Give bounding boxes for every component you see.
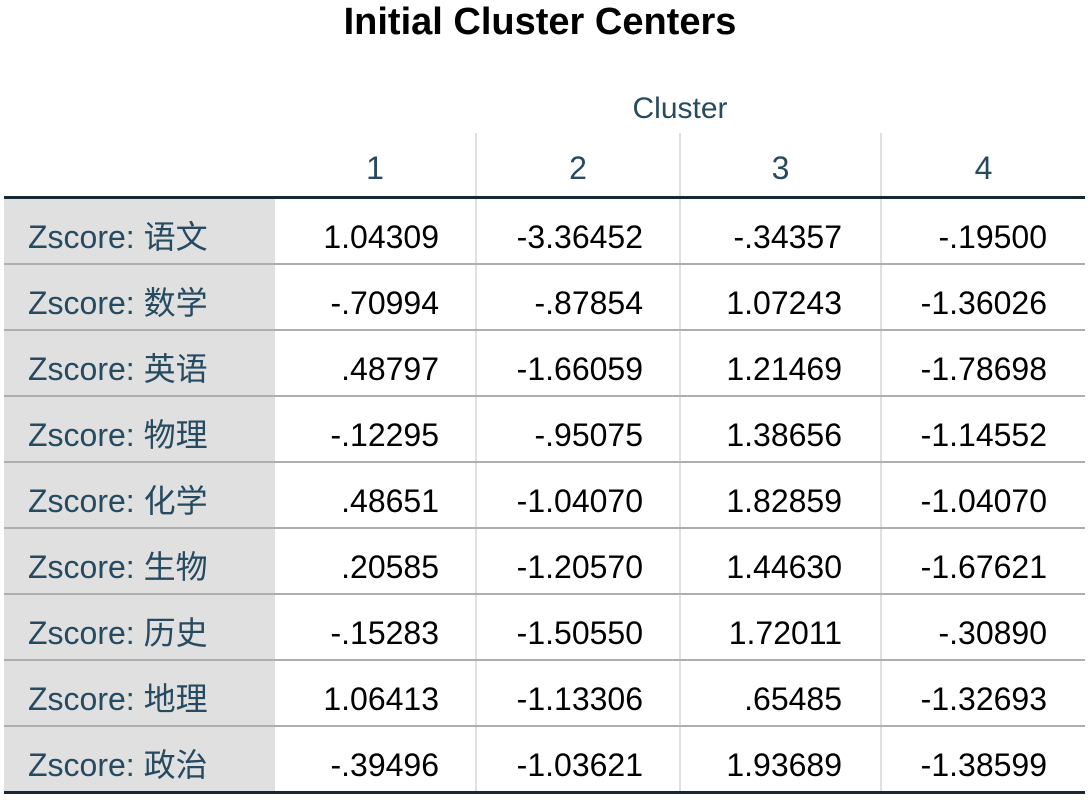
column-separator [475, 463, 477, 527]
column-header-2: 2 [569, 150, 587, 186]
column-separator [475, 397, 477, 461]
column-separator [880, 331, 882, 395]
column-separator [679, 331, 681, 395]
table-row: Zscore: 化学 .48651 -1.04070 1.82859 -1.04070 [4, 463, 1085, 529]
column-separator [679, 595, 681, 659]
value-cell-cluster-3: .65485 [744, 681, 842, 717]
column-separator [475, 727, 477, 791]
row-label: Zscore: 历史 [4, 595, 275, 659]
value-cell-cluster-3: -.34357 [733, 219, 842, 255]
column-separator [679, 199, 681, 263]
row-label: Zscore: 地理 [4, 661, 275, 725]
column-separator [679, 133, 681, 196]
table-title: Initial Cluster Centers [343, 1, 737, 43]
column-separator [679, 727, 681, 791]
column-header-1: 1 [366, 150, 384, 186]
table-row: Zscore: 生物 .20585 -1.20570 1.44630 -1.67621 [4, 529, 1085, 595]
column-separator [880, 595, 882, 659]
value-cell-cluster-3: 1.07243 [726, 285, 842, 321]
table-row: Zscore: 历史 -.15283 -1.50550 1.72011 -.30890 [4, 595, 1085, 661]
value-cell-cluster-2: -1.20570 [516, 549, 643, 585]
table-row: Zscore: 物理 -.12295 -.95075 1.38656 -1.14552 [4, 397, 1085, 463]
column-separator [679, 529, 681, 593]
value-cell-cluster-3: 1.38656 [726, 417, 842, 453]
value-cell-cluster-2: -1.50550 [516, 615, 643, 651]
column-separator [475, 661, 477, 725]
column-separator [475, 265, 477, 329]
header-divider [4, 196, 1085, 199]
value-cell-cluster-4: -.19500 [938, 219, 1047, 255]
table-row: Zscore: 数学 -.70994 -.87854 1.07243 -1.36026 [4, 265, 1085, 331]
row-label: Zscore: 语文 [4, 199, 275, 263]
value-cell-cluster-2: -1.13306 [516, 681, 643, 717]
row-label: Zscore: 物理 [4, 397, 275, 461]
column-separator [475, 595, 477, 659]
table-row: Zscore: 英语 .48797 -1.66059 1.21469 -1.78698 [4, 331, 1085, 397]
row-label: Zscore: 生物 [4, 529, 275, 593]
value-cell-cluster-2: -.87854 [534, 285, 643, 321]
value-cell-cluster-3: 1.44630 [726, 549, 842, 585]
value-cell-cluster-1: -.39496 [330, 747, 439, 783]
value-cell-cluster-4: -1.78698 [920, 351, 1047, 387]
value-cell-cluster-4: -1.38599 [920, 747, 1047, 783]
table-row: Zscore: 地理 1.06413 -1.13306 .65485 -1.32693 [4, 661, 1085, 727]
value-cell-cluster-4: -1.04070 [920, 483, 1047, 519]
column-separator [880, 265, 882, 329]
value-cell-cluster-4: -1.14552 [920, 417, 1047, 453]
column-separator [679, 265, 681, 329]
row-label: Zscore: 数学 [4, 265, 275, 329]
column-header-row: 1 2 3 4 [4, 133, 1085, 196]
value-cell-cluster-3: 1.21469 [726, 351, 842, 387]
value-cell-cluster-1: -.70994 [330, 285, 439, 321]
cluster-column-group-header: Cluster [632, 92, 728, 125]
value-cell-cluster-1: -.15283 [330, 615, 439, 651]
column-separator [475, 133, 477, 196]
row-label: Zscore: 政治 [4, 727, 275, 791]
row-label: Zscore: 英语 [4, 331, 275, 395]
column-separator [880, 529, 882, 593]
column-separator [880, 661, 882, 725]
value-cell-cluster-3: 1.93689 [726, 747, 842, 783]
value-cell-cluster-2: -1.03621 [516, 747, 643, 783]
column-separator [880, 463, 882, 527]
column-header-3: 3 [771, 150, 790, 186]
column-separator [880, 397, 882, 461]
value-cell-cluster-1: -.12295 [330, 417, 439, 453]
value-cell-cluster-4: -.30890 [938, 615, 1047, 651]
value-cell-cluster-3: 1.82859 [726, 483, 842, 519]
table-body: Zscore: 语文 1.04309 -3.36452 -.34357 -.19500 Z… [4, 199, 1085, 794]
value-cell-cluster-4: -1.32693 [920, 681, 1047, 717]
value-cell-cluster-2: -1.04070 [516, 483, 643, 519]
column-separator [679, 463, 681, 527]
value-cell-cluster-1: 1.06413 [323, 681, 439, 717]
value-cell-cluster-1: .20585 [341, 549, 439, 585]
column-separator [679, 661, 681, 725]
value-cell-cluster-2: -1.66059 [516, 351, 643, 387]
value-cell-cluster-4: -1.36026 [920, 285, 1047, 321]
column-separator [880, 133, 882, 196]
value-cell-cluster-1: 1.04309 [323, 219, 439, 255]
column-header-4: 4 [974, 150, 993, 186]
column-separator [880, 727, 882, 791]
table-row: Zscore: 政治 -.39496 -1.03621 1.93689 -1.38599 [4, 727, 1085, 794]
value-cell-cluster-4: -1.67621 [920, 549, 1047, 585]
column-separator [475, 331, 477, 395]
value-cell-cluster-3: 1.72011 [728, 615, 842, 651]
value-cell-cluster-1: .48797 [341, 351, 439, 387]
table-row: Zscore: 语文 1.04309 -3.36452 -.34357 -.19500 [4, 199, 1085, 265]
value-cell-cluster-1: .48651 [341, 483, 439, 519]
value-cell-cluster-2: -3.36452 [516, 219, 643, 255]
column-separator [475, 529, 477, 593]
row-label: Zscore: 化学 [4, 463, 275, 527]
column-separator [475, 199, 477, 263]
column-separator [880, 199, 882, 263]
value-cell-cluster-2: -.95075 [534, 417, 643, 453]
column-separator [679, 397, 681, 461]
